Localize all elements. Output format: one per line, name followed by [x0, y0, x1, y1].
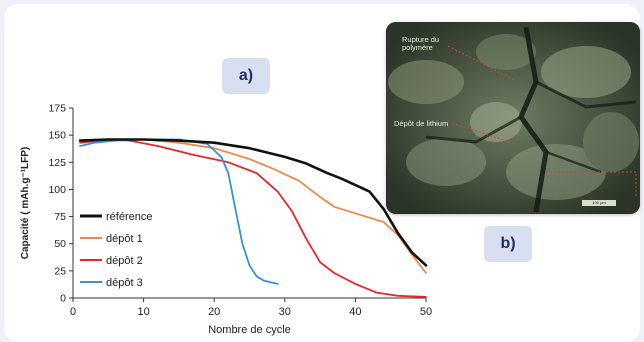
y-tick-label: 125	[48, 157, 66, 169]
y-tick-label: 175	[48, 103, 66, 115]
x-tick-label: 50	[420, 306, 432, 318]
x-tick-label: 20	[208, 306, 220, 318]
y-tick-label: 25	[54, 265, 66, 277]
x-axis-label: Nombre de cycle	[208, 324, 291, 336]
legend-label: dépôt 1	[106, 233, 143, 245]
x-tick-label: 40	[349, 306, 361, 318]
annotation-depot: Dépôt de lithium	[394, 119, 449, 128]
y-axis-label: Capacité ( mAh.g⁻¹LFP)	[20, 147, 31, 260]
legend-label: dépôt 2	[106, 255, 143, 267]
series-line-1	[78, 138, 428, 267]
y-tick-label: 150	[48, 130, 66, 142]
x-tick-label: 10	[137, 306, 149, 318]
legend-label: référence	[106, 211, 152, 223]
series-line-2	[79, 138, 427, 274]
x-tick-label: 30	[279, 306, 291, 318]
y-tick-label: 50	[54, 238, 66, 250]
y-tick-label: 75	[54, 211, 66, 223]
legend-label: dépôt 3	[106, 277, 143, 289]
microscopy-texture	[386, 22, 640, 214]
panel-b-label: b)	[484, 226, 532, 262]
series-line-3	[79, 138, 427, 298]
annotation-rupture: Rupture du polymère	[402, 35, 440, 52]
scale-bar: 100 µm	[582, 200, 616, 206]
y-tick-label: 0	[60, 293, 66, 305]
microscopy-photo: Rupture du polymère Dépôt de lithium 100…	[386, 22, 640, 214]
y-tick-label: 100	[48, 184, 66, 196]
panel-a-label: a)	[222, 58, 270, 94]
x-tick-label: 0	[70, 306, 76, 318]
